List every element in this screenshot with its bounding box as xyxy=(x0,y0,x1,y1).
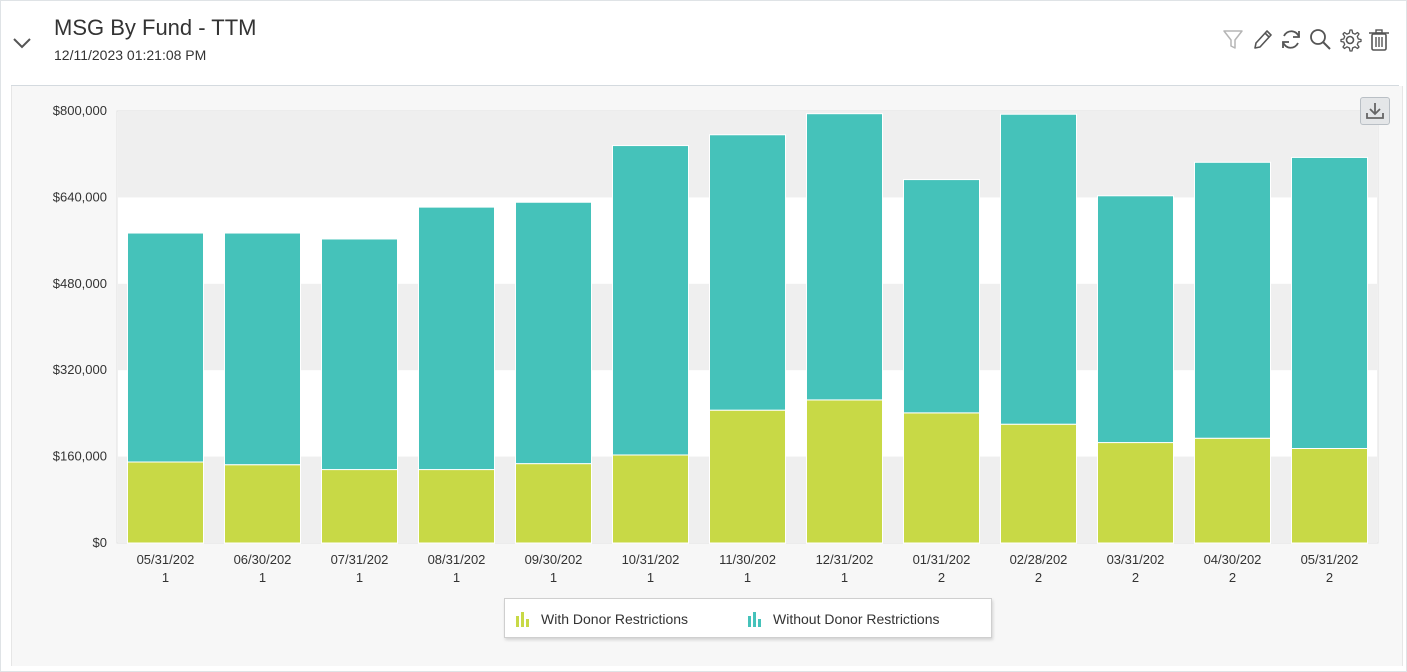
stacked-bar-chart: $0 $160,000 $320,000 $480,000 $640,000 $800,0… xyxy=(53,103,1379,585)
x-tick-label: 1 xyxy=(550,570,557,585)
bar-segment xyxy=(515,201,592,465)
collapse-button[interactable] xyxy=(9,29,37,57)
edit-icon xyxy=(1254,30,1272,49)
edit-button[interactable] xyxy=(1250,27,1276,53)
x-tick-label: 12/31/202 xyxy=(816,552,874,567)
bar-segment xyxy=(418,206,495,471)
bar-segment xyxy=(515,463,592,544)
y-tick-label: $640,000 xyxy=(53,189,107,204)
x-tick-label: 02/28/202 xyxy=(1010,552,1068,567)
x-tick-label: 1 xyxy=(841,570,848,585)
bar-segment xyxy=(709,134,786,411)
x-tick-label: 10/31/202 xyxy=(622,552,680,567)
bar-segment xyxy=(806,399,883,544)
x-tick-label: 07/31/202 xyxy=(331,552,389,567)
widget-title: MSG By Fund - TTM xyxy=(54,15,257,40)
y-tick-label: $0 xyxy=(93,535,107,550)
legend-label: With Donor Restrictions xyxy=(541,611,689,627)
bar-segment xyxy=(903,412,980,544)
bar-segment xyxy=(806,113,883,401)
x-tick-label: 05/31/202 xyxy=(137,552,195,567)
x-tick-label: 2 xyxy=(1132,570,1139,585)
bar-segment xyxy=(1000,113,1077,425)
bar-segment xyxy=(1000,423,1077,544)
x-tick-label: 1 xyxy=(453,570,460,585)
bar-chart-icon xyxy=(516,612,529,627)
y-tick-label: $320,000 xyxy=(53,362,107,377)
header-divider xyxy=(11,85,1399,86)
bar-segment xyxy=(321,238,398,471)
x-tick-label: 05/31/202 xyxy=(1301,552,1359,567)
x-tick-label: 2 xyxy=(938,570,945,585)
x-tick-label: 1 xyxy=(162,570,169,585)
bar-chart-icon xyxy=(748,612,761,627)
x-tick-label: 2 xyxy=(1035,570,1042,585)
trash-icon xyxy=(1369,29,1389,51)
bar-segment xyxy=(1194,437,1271,544)
bar-segment xyxy=(1097,442,1174,544)
y-tick-label: $800,000 xyxy=(53,103,107,118)
x-tick-label: 03/31/202 xyxy=(1107,552,1165,567)
download-icon xyxy=(1366,103,1384,119)
filter-button[interactable] xyxy=(1221,27,1247,53)
refresh-icon xyxy=(1282,30,1300,49)
settings-button[interactable] xyxy=(1337,27,1363,53)
widget-header: MSG By Fund - TTM 12/11/2023 01:21:08 PM xyxy=(1,1,1406,85)
bar-segment xyxy=(1194,161,1271,439)
chart-legend: With Donor Restrictions Without Donor Re… xyxy=(504,598,992,638)
bar-segment xyxy=(612,454,689,544)
bar-segment xyxy=(127,461,204,544)
bar-segment xyxy=(224,464,301,544)
search-icon xyxy=(1310,29,1331,50)
x-tick-label: 2 xyxy=(1229,570,1236,585)
bar-segment xyxy=(418,469,495,544)
x-tick-label: 09/30/202 xyxy=(525,552,583,567)
y-tick-label: $480,000 xyxy=(53,276,107,291)
search-button[interactable] xyxy=(1308,27,1334,53)
y-tick-label: $160,000 xyxy=(53,449,107,464)
x-tick-label: 11/30/202 xyxy=(719,552,776,567)
download-button[interactable] xyxy=(1360,97,1390,125)
delete-button[interactable] xyxy=(1366,27,1392,53)
legend-item-with-donor[interactable]: With Donor Restrictions xyxy=(515,609,688,629)
bar-segment xyxy=(127,232,204,463)
chevron-down-icon xyxy=(13,38,31,49)
legend-item-without-donor[interactable]: Without Donor Restrictions xyxy=(747,609,940,629)
bar-segment xyxy=(1291,448,1368,544)
bar-segment xyxy=(709,409,786,544)
bar-segment xyxy=(612,145,689,456)
legend-label: Without Donor Restrictions xyxy=(773,611,940,627)
x-tick-label: 08/31/202 xyxy=(428,552,486,567)
x-tick-label: 1 xyxy=(647,570,654,585)
filter-icon xyxy=(1223,30,1243,49)
bar-segment xyxy=(321,469,398,544)
bar-segment xyxy=(903,179,980,414)
x-tick-label: 1 xyxy=(744,570,751,585)
x-tick-label: 04/30/202 xyxy=(1204,552,1262,567)
bar-segment xyxy=(1291,156,1368,449)
x-tick-label: 2 xyxy=(1326,570,1333,585)
bar-segment xyxy=(224,232,301,466)
x-tick-label: 1 xyxy=(356,570,363,585)
widget-timestamp: 12/11/2023 01:21:08 PM xyxy=(54,47,207,63)
x-tick-label: 06/30/202 xyxy=(234,552,292,567)
x-tick-label: 01/31/202 xyxy=(913,552,971,567)
gear-icon xyxy=(1340,29,1362,52)
refresh-button[interactable] xyxy=(1279,27,1305,53)
x-tick-label: 1 xyxy=(259,570,266,585)
bar-segment xyxy=(1097,195,1174,444)
